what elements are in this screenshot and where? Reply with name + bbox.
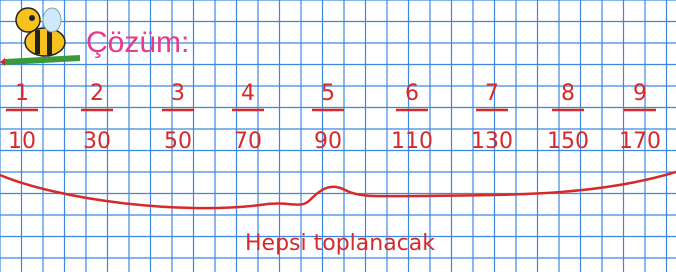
numerator: 6 [405,81,419,106]
note: Hepsi toplanacak [245,231,435,256]
denominator: 50 [164,129,192,154]
numerator: 1 [15,81,29,106]
denominator: 110 [391,129,433,154]
numerator: 5 [321,81,335,106]
numerator: 3 [171,81,185,106]
denominator: 30 [83,129,111,154]
numerator: 9 [633,81,647,106]
denominator: 90 [314,129,342,154]
title: Çözüm: [86,26,189,59]
numerator: 4 [241,81,255,106]
numerator: 7 [485,81,499,106]
brace [0,172,676,208]
denominator: 170 [619,129,661,154]
worksheet: Çözüm: 1102303504705906110713081509170 H… [0,0,676,272]
denominator: 150 [547,129,589,154]
denominator: 10 [8,129,36,154]
numerator: 2 [90,81,104,106]
bee-icon [0,8,80,66]
page: Çözüm: 1102303504705906110713081509170 H… [0,0,676,272]
denominator: 70 [234,129,262,154]
numerator: 8 [561,81,575,106]
denominator: 130 [471,129,513,154]
